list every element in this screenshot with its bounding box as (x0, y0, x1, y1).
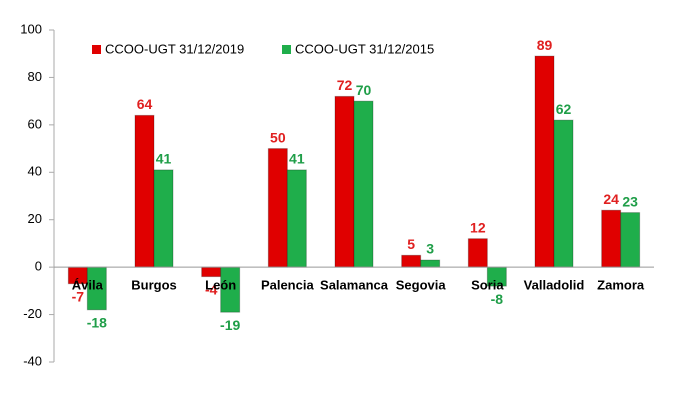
data-label: 23 (622, 193, 638, 209)
y-tick-label: 60 (28, 116, 42, 131)
bar (353, 100, 374, 268)
bar (267, 148, 288, 268)
x-tick-label: Valladolid (524, 278, 585, 293)
legend-label: CCOO-UGT 31/12/2019 (105, 41, 244, 56)
data-label: 41 (289, 151, 305, 167)
x-tick-label: Ávila (72, 278, 104, 293)
data-label: 3 (426, 241, 434, 257)
data-label: 64 (137, 96, 153, 112)
bar (334, 95, 355, 268)
bar (553, 119, 574, 268)
legend-swatch (92, 45, 101, 54)
x-tick-label: Zamora (597, 278, 645, 293)
x-tick-label: Palencia (261, 278, 315, 293)
bar (620, 212, 641, 268)
data-label: 24 (603, 191, 619, 207)
bar (601, 209, 622, 268)
bar (420, 259, 441, 268)
y-tick-label: 0 (35, 259, 42, 274)
data-label: 62 (556, 101, 572, 117)
data-label: 5 (407, 236, 415, 252)
y-tick-label: -20 (23, 306, 42, 321)
bar (467, 238, 488, 268)
bar (153, 169, 174, 268)
data-label: -19 (220, 317, 240, 333)
data-label: -18 (87, 315, 107, 331)
data-label: -7 (72, 288, 85, 304)
bar (401, 254, 422, 268)
legend-swatch (282, 45, 291, 54)
data-label: 50 (270, 129, 286, 145)
y-tick-label: -40 (23, 353, 42, 368)
data-label: 12 (470, 219, 486, 235)
y-tick-label: 100 (20, 21, 42, 36)
x-tick-label: León (205, 278, 236, 293)
data-label: 89 (537, 37, 553, 53)
bar (134, 114, 155, 268)
y-tick-label: 20 (28, 211, 42, 226)
bar (201, 266, 222, 278)
data-label: -4 (205, 281, 218, 297)
data-label: 72 (337, 77, 353, 93)
y-tick-label: 80 (28, 69, 42, 84)
data-label: 41 (156, 151, 172, 167)
x-tick-label: Segovia (396, 278, 447, 293)
bar (534, 55, 555, 268)
data-label: 70 (356, 82, 372, 98)
x-tick-label: Soria (471, 278, 504, 293)
x-tick-label: Burgos (131, 278, 177, 293)
legend-label: CCOO-UGT 31/12/2015 (295, 41, 434, 56)
y-tick-label: 40 (28, 164, 42, 179)
bar (286, 169, 307, 268)
x-tick-label: Salamanca (320, 278, 389, 293)
data-label: -8 (491, 291, 504, 307)
